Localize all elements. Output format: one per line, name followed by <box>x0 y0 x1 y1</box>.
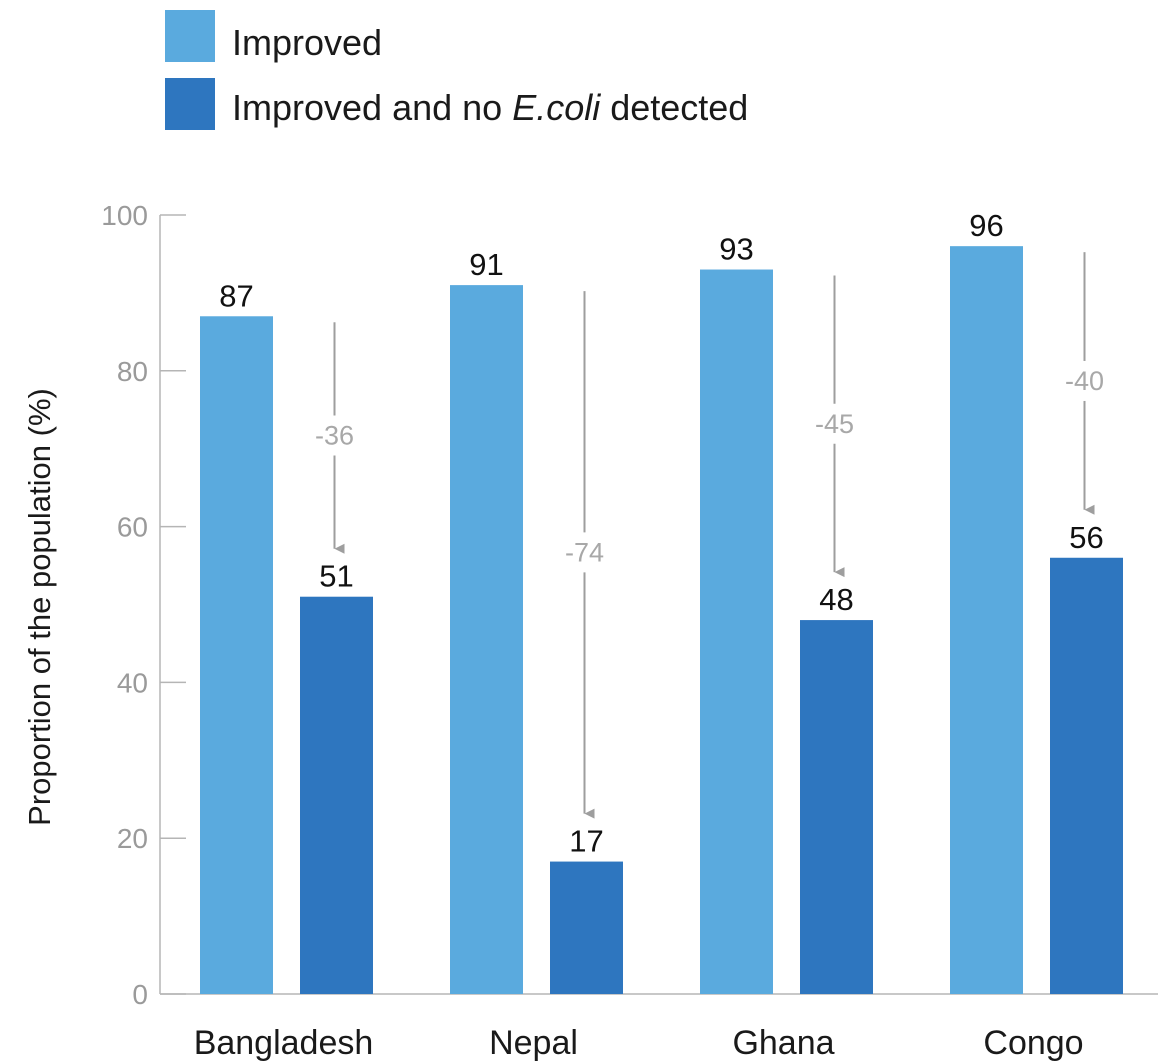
category-label: Congo <box>983 1024 1083 1062</box>
bar-improved-no-ecoli <box>800 620 873 994</box>
category-label: Nepal <box>489 1024 578 1062</box>
value-label-improved-no-ecoli: 51 <box>319 559 353 594</box>
value-label-improved: 87 <box>219 278 253 313</box>
difference-label: -74 <box>565 537 604 567</box>
bar-improved-no-ecoli <box>1050 557 1123 994</box>
legend-label-improved: Improved <box>232 22 382 63</box>
bar-improved <box>700 269 773 994</box>
difference-label: -36 <box>315 420 354 450</box>
category-label: Ghana <box>732 1024 834 1062</box>
value-label-improved-no-ecoli: 56 <box>1069 520 1103 555</box>
value-label-improved: 96 <box>969 208 1003 243</box>
difference-arrows: -36 -74 -45 -40 <box>315 252 1104 819</box>
bars <box>200 246 1123 994</box>
y-tick-label: 60 <box>117 512 148 543</box>
difference-label: -40 <box>1065 366 1104 396</box>
difference-label: -45 <box>815 409 854 439</box>
bar-improved-no-ecoli <box>300 596 373 994</box>
bar-improved <box>200 316 273 994</box>
legend-swatch-improved <box>165 10 215 62</box>
bar-improved <box>950 246 1023 994</box>
legend-label-improved-no-ecoli: Improved and no E.coli detected <box>232 87 748 128</box>
y-tick-label: 100 <box>101 200 148 231</box>
bar-improved-no-ecoli <box>550 861 623 994</box>
value-label-improved-no-ecoli: 48 <box>819 582 853 617</box>
y-tick-label: 40 <box>117 667 148 698</box>
y-tick-label: 20 <box>117 823 148 854</box>
legend-swatch-improved-no-ecoli <box>165 78 215 130</box>
y-tick-label: 80 <box>117 356 148 387</box>
y-tick-label: 0 <box>132 979 148 1010</box>
bar-improved <box>450 285 523 994</box>
legend: Improved Improved and no E.coli detected <box>165 10 748 130</box>
value-label-improved: 91 <box>469 247 503 282</box>
y-axis-label: Proportion of the population (%) <box>22 388 57 826</box>
value-labels: 87 51 Bangladesh 91 17 Nepal 93 48 Ghana 96 56 Cong… <box>194 208 1104 1062</box>
value-label-improved-no-ecoli: 17 <box>569 824 603 859</box>
value-label-improved: 93 <box>719 232 753 267</box>
category-label: Bangladesh <box>194 1024 374 1062</box>
